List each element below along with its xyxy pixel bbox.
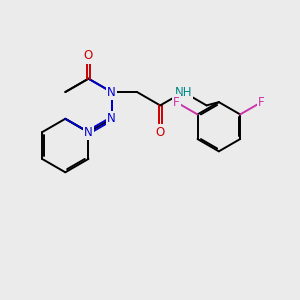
Text: F: F (173, 96, 179, 109)
Text: F: F (258, 96, 265, 109)
Text: N: N (84, 126, 93, 139)
Text: N: N (107, 112, 116, 125)
Text: O: O (156, 126, 165, 139)
Text: O: O (84, 50, 93, 62)
Text: N: N (107, 85, 116, 98)
Text: NH: NH (175, 85, 192, 98)
